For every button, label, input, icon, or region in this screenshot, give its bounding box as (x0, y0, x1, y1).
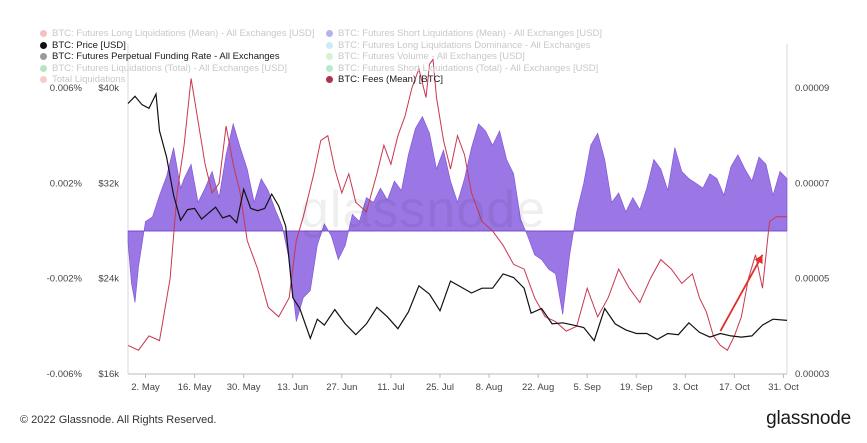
legend-item[interactable]: Total Liquidations (40, 74, 314, 86)
legend-label: BTC: Futures Perpetual Funding Rate - Al… (52, 51, 280, 62)
annotation-arrow-head-icon (754, 254, 763, 265)
x-tick-label: 30. May (227, 382, 261, 393)
legend-label: BTC: Fees (Mean) [BTC] (338, 74, 444, 85)
x-tick-label: 13. Jun (277, 382, 308, 393)
price-tick-label: $16k (98, 369, 119, 380)
legend-dot-icon (326, 64, 333, 72)
legend-label: BTC: Futures Volume - All Exchanges [USD… (338, 51, 525, 62)
legend-item[interactable]: BTC: Futures Long Liquidations Dominance… (326, 40, 602, 52)
x-tick-label: 5. Sep (573, 382, 600, 393)
legend-right: BTC: Futures Short Liquidations (Mean) -… (326, 28, 602, 86)
legend-left: BTC: Futures Long Liquidations (Mean) - … (40, 28, 314, 86)
watermark: glassnode (300, 181, 547, 239)
legend-item[interactable]: BTC: Price [USD] (40, 40, 314, 52)
x-tick-label: 16. May (178, 382, 212, 393)
legend-label: BTC: Futures Short Liquidations (Mean) -… (338, 28, 603, 39)
legend-dot-icon (40, 30, 47, 38)
x-tick-label: 17. Oct (719, 382, 750, 393)
legend-item[interactable]: BTC: Futures Short Liquidations (Mean) -… (326, 28, 602, 40)
x-tick-label: 2. May (131, 382, 160, 393)
x-tick-label: 3. Oct (673, 382, 699, 393)
legend-item[interactable]: BTC: Futures Volume - All Exchanges [USD… (326, 51, 602, 63)
price-line (127, 91, 788, 342)
legend-label: BTC: Futures Long Liquidations (Mean) - … (52, 28, 315, 39)
legend-item[interactable]: BTC: Fees (Mean) [BTC] (326, 74, 602, 86)
funding-tick-label: -0.006% (47, 369, 83, 380)
legend-item[interactable]: BTC: Futures Long Liquidations (Mean) - … (40, 28, 314, 40)
annotation-arrow-shaft (719, 254, 764, 332)
funding-tick-label: -0.002% (47, 274, 83, 285)
legend-item[interactable]: BTC: Futures Short Liquidations (Total) … (326, 63, 602, 75)
legend-dot-icon (40, 76, 47, 84)
legend-dot-icon (40, 64, 47, 72)
legend-item[interactable]: BTC: Futures Perpetual Funding Rate - Al… (40, 51, 314, 63)
fees-tick-label: 0.00005 (795, 274, 829, 285)
price-tick-label: $24k (98, 274, 119, 285)
copyright-text: © 2022 Glassnode. All Rights Reserved. (20, 414, 217, 426)
x-tick-label: 8. Aug (476, 382, 503, 393)
legend-dot-icon (326, 30, 333, 38)
fees-tick-label: 0.00003 (795, 369, 829, 380)
legend-label: BTC: Futures Short Liquidations (Total) … (338, 62, 599, 74)
funding-tick-label: 0.002% (50, 178, 83, 189)
legend-label: BTC: Price [USD] (52, 39, 126, 51)
legend-dot-icon (40, 53, 47, 61)
x-tick-label: 25. Jul (426, 382, 454, 393)
legend-dot-icon (326, 41, 333, 49)
x-tick-label: 22. Aug (522, 382, 554, 393)
fees-tick-label: 0.00007 (795, 178, 829, 189)
legend-label: BTC: Futures Liquidations (Total) - All … (52, 62, 287, 74)
glassnode-logo: glassnode (766, 408, 851, 429)
x-tick-label: 31. Oct (768, 382, 799, 393)
fees-tick-label: 0.00009 (795, 83, 829, 94)
legend-label: Total Liquidations (52, 74, 126, 85)
x-tick-label: 27. Jun (326, 382, 357, 393)
x-tick-label: 19. Sep (620, 382, 653, 393)
price-tick-label: $40k (98, 83, 119, 94)
x-tick-label: 11. Jul (377, 382, 404, 393)
legend-item[interactable]: BTC: Futures Liquidations (Total) - All … (40, 63, 314, 75)
funding-tick-label: 0.006% (50, 83, 83, 94)
legend-dot-icon (326, 76, 333, 84)
price-tick-label: $32k (98, 178, 119, 189)
fees-line (127, 58, 787, 351)
legend-dot-icon (40, 41, 47, 49)
legend-label: BTC: Futures Long Liquidations Dominance… (338, 39, 591, 51)
legend-dot-icon (326, 53, 333, 61)
